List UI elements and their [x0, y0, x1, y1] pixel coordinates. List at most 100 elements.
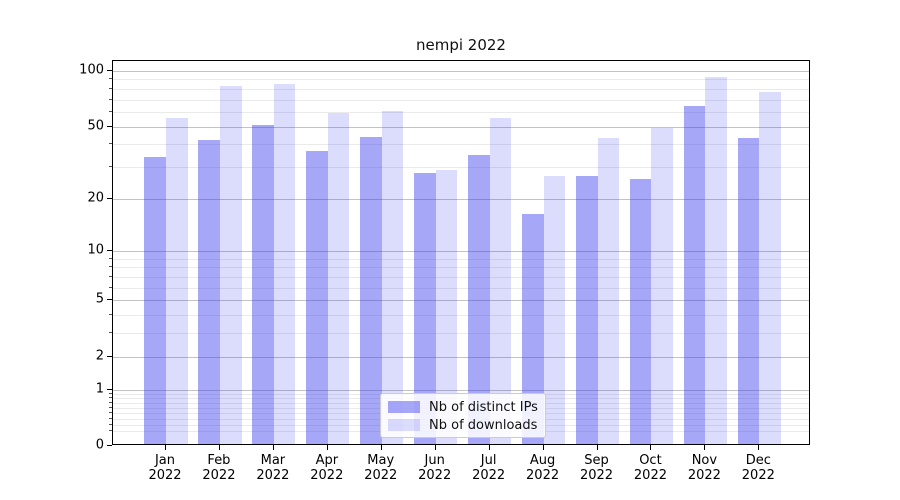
bar-dec-downloads [759, 92, 781, 444]
x-tick-mark [596, 445, 598, 450]
gridline-minor [113, 166, 809, 168]
x-tick-label: Aug 2022 [526, 453, 560, 483]
x-tick-mark [165, 445, 166, 450]
y-minor-tick-mark [109, 314, 112, 316]
bar-nov-distinct-ips [683, 106, 706, 444]
gridline-major [113, 126, 809, 128]
x-tick-mark [326, 445, 328, 450]
y-tick-label: 10 [87, 242, 104, 258]
gridline-minor [113, 79, 809, 81]
bar-mar-downloads [273, 83, 296, 444]
gridline-minor [113, 333, 809, 335]
y-minor-tick-mark [109, 406, 112, 408]
gridline-major [113, 356, 809, 358]
y-tick-label: 5 [95, 291, 104, 307]
bar-jun-distinct-ips [414, 173, 436, 444]
x-tick-label: Jul 2022 [472, 453, 506, 483]
gridline-minor [113, 258, 809, 260]
bar-jan-distinct-ips [144, 157, 166, 444]
legend-label-distinct-ips: Nb of distinct IPs [429, 399, 538, 415]
y-minor-tick-mark [109, 266, 112, 268]
y-minor-tick-mark [109, 87, 112, 89]
bar-jun-downloads [435, 170, 458, 444]
y-minor-tick-mark [109, 332, 112, 334]
bar-oct-distinct-ips [629, 179, 652, 444]
bar-aug-downloads [543, 176, 566, 444]
x-tick-mark [650, 445, 652, 450]
y-tick-mark [107, 197, 112, 199]
y-minor-tick-mark [109, 392, 112, 394]
x-tick-label: May 2022 [364, 453, 398, 483]
x-tick-label: Dec 2022 [741, 453, 775, 483]
y-tick-mark [107, 355, 112, 357]
y-minor-tick-mark [109, 143, 112, 145]
gridline-major [113, 198, 809, 200]
x-tick-label: Nov 2022 [687, 453, 721, 483]
bar-sep-downloads [597, 138, 620, 444]
y-tick-label: 2 [95, 348, 104, 364]
gridline-major [113, 71, 809, 72]
y-minor-tick-mark [109, 430, 112, 432]
gridline-minor [113, 99, 809, 101]
bar-may-distinct-ips [360, 136, 382, 444]
x-tick-mark [488, 445, 490, 450]
bar-jan-downloads [166, 118, 188, 444]
bar-feb-downloads [219, 85, 242, 444]
y-tick-label: 0 [95, 437, 104, 453]
x-tick-mark [380, 445, 382, 450]
y-tick-mark [107, 70, 112, 71]
x-tick-label: Oct 2022 [633, 453, 667, 483]
bar-apr-downloads [327, 112, 350, 444]
y-minor-tick-mark [109, 397, 112, 399]
x-tick-label: Sep 2022 [579, 453, 614, 483]
gridline-major [113, 300, 809, 302]
bar-dec-distinct-ips [737, 138, 760, 444]
x-tick-mark [434, 445, 436, 450]
y-minor-tick-mark [109, 110, 112, 112]
x-tick-label: Jun 2022 [418, 453, 452, 483]
legend-label-downloads: Nb of downloads [429, 417, 538, 433]
x-tick-label: Feb 2022 [202, 453, 236, 483]
y-minor-tick-mark [109, 286, 112, 288]
y-minor-tick-mark [109, 423, 112, 425]
distinct-ips-swatch [388, 401, 420, 413]
gridline-major [113, 389, 809, 391]
y-tick-mark [107, 125, 112, 127]
legend: Nb of distinct IPs Nb of downloads [380, 393, 546, 438]
x-tick-mark [758, 445, 760, 450]
y-minor-tick-mark [109, 401, 112, 403]
bar-sep-distinct-ips [575, 176, 598, 444]
gridline-minor [113, 267, 809, 269]
bar-nov-downloads [705, 76, 727, 444]
y-tick-mark [107, 299, 112, 301]
x-tick-label: Jan 2022 [148, 453, 182, 483]
y-tick-mark [107, 445, 112, 446]
y-minor-tick-mark [109, 276, 112, 278]
x-tick-label: Apr 2022 [310, 453, 344, 483]
legend-item-distinct-ips: Nb of distinct IPs [388, 399, 538, 415]
x-tick-mark [542, 445, 544, 450]
gridline-minor [113, 111, 809, 113]
y-tick-label: 20 [87, 190, 104, 206]
gridline-minor [113, 277, 809, 279]
bar-feb-distinct-ips [198, 140, 220, 444]
downloads-swatch [388, 419, 420, 431]
bar-mar-distinct-ips [252, 124, 274, 444]
plot-area [112, 60, 810, 445]
y-tick-label: 50 [87, 118, 104, 134]
y-tick-label: 1 [95, 381, 104, 397]
y-minor-tick-mark [109, 412, 112, 414]
bar-jul-downloads [489, 118, 512, 444]
x-tick-mark [218, 445, 220, 450]
bar-aug-distinct-ips [521, 213, 544, 444]
bar-jul-distinct-ips [468, 155, 490, 444]
y-minor-tick-mark [109, 98, 112, 100]
gridline-minor [113, 287, 809, 289]
legend-item-downloads: Nb of downloads [388, 417, 537, 433]
y-minor-tick-mark [109, 417, 112, 419]
bar-apr-distinct-ips [306, 150, 328, 444]
y-minor-tick-mark [109, 257, 112, 259]
x-tick-mark [272, 445, 274, 450]
x-tick-label: Mar 2022 [256, 453, 290, 483]
